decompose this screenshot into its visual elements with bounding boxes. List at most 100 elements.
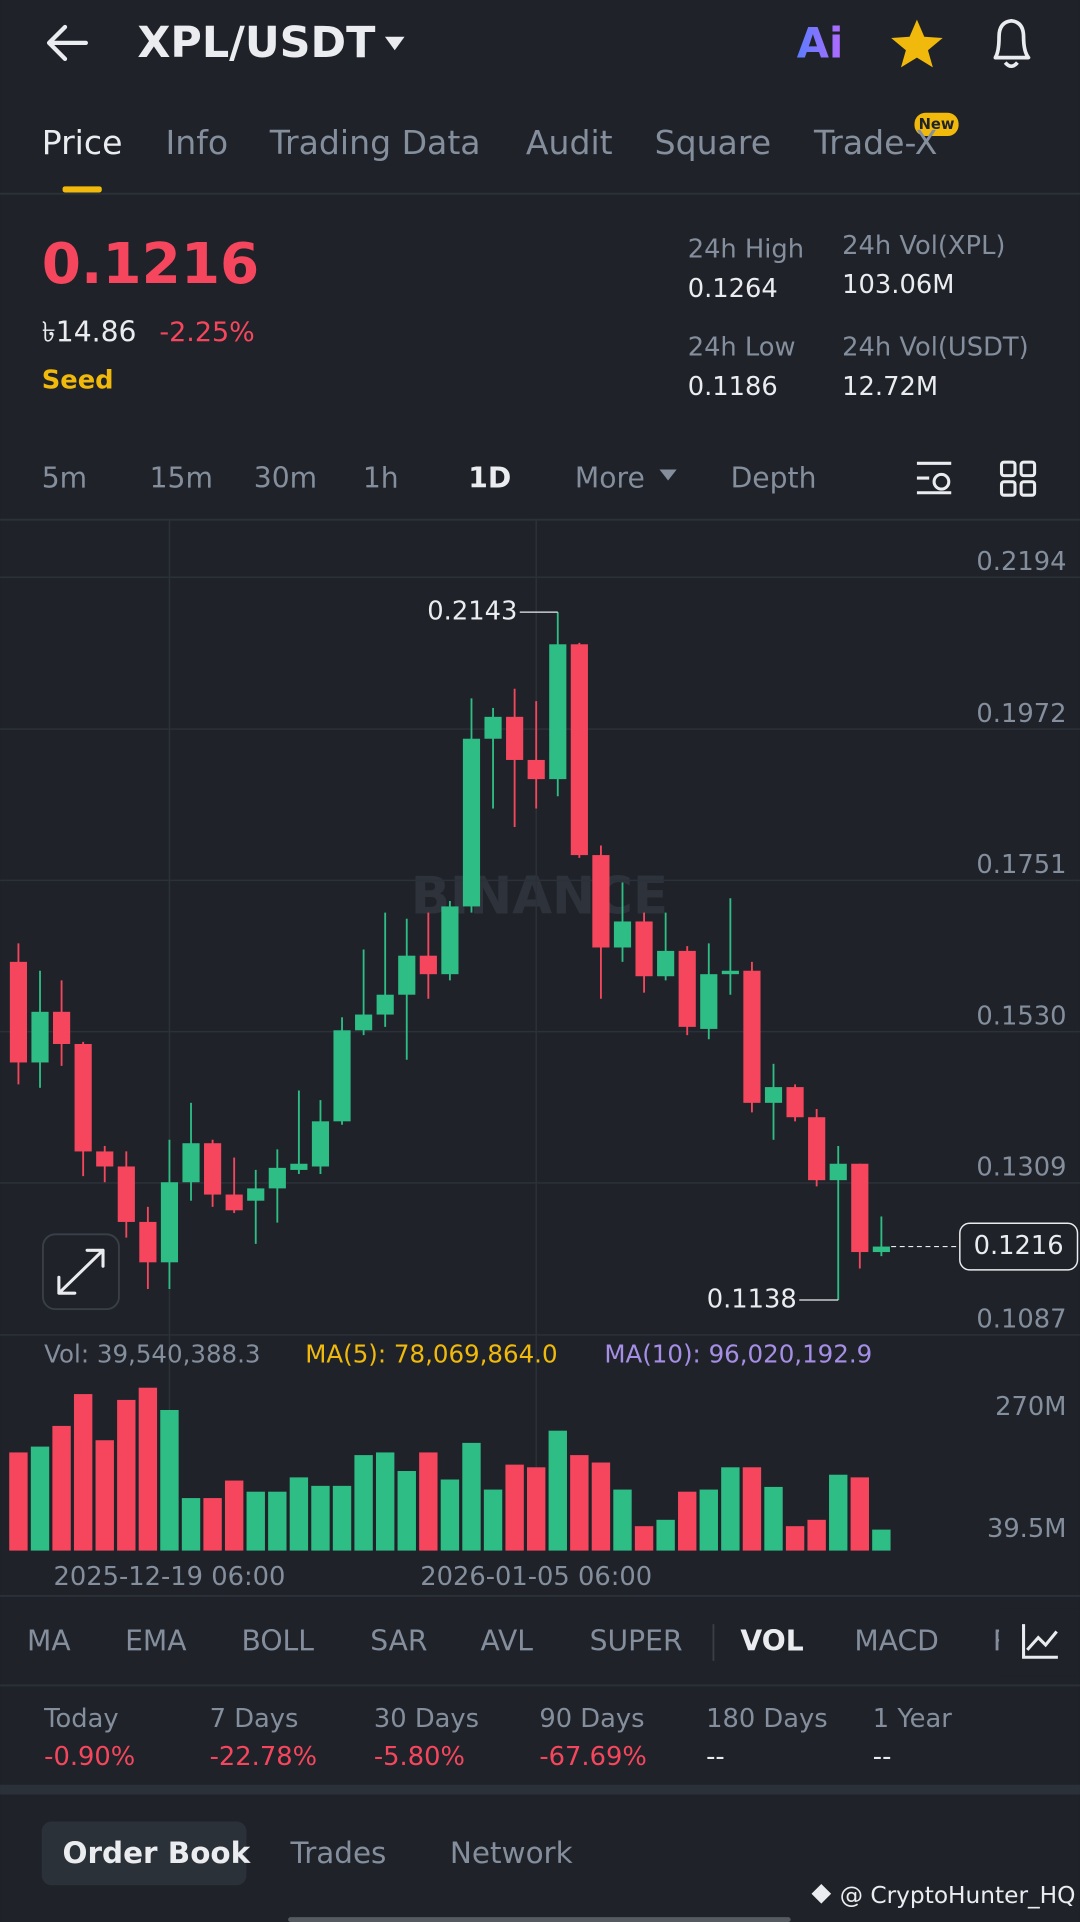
interval[interactable]: 15m <box>150 461 213 494</box>
candle-body <box>376 994 394 1015</box>
volume-bar <box>95 1440 114 1551</box>
candle-body <box>635 921 653 977</box>
stat-value: 103.06M <box>842 270 954 300</box>
home-indicator <box>288 1917 791 1922</box>
volume-bar <box>73 1394 93 1551</box>
chart-settings-icon[interactable] <box>916 461 952 495</box>
volume-bar <box>203 1498 222 1551</box>
volume-bar <box>613 1489 632 1551</box>
stat-value: 0.1186 <box>688 372 778 402</box>
alert-bell[interactable] <box>993 18 1031 69</box>
volume-bar <box>462 1442 481 1551</box>
tab[interactable]: Info <box>166 123 229 162</box>
tab-indicator <box>62 186 102 193</box>
interval[interactable]: More <box>575 461 645 494</box>
more-caret <box>659 469 677 481</box>
indicator[interactable]: EMA <box>125 1625 187 1658</box>
period-label: 30 Days <box>374 1704 479 1734</box>
volume-bar <box>785 1526 805 1551</box>
candle-body <box>570 644 588 856</box>
volume-bar <box>268 1491 287 1551</box>
new-badge: New <box>919 116 955 133</box>
candle-body <box>311 1121 330 1167</box>
interval[interactable]: 1h <box>363 461 399 494</box>
y-tick-label: 0.2194 <box>976 547 1066 577</box>
tab[interactable]: Audit <box>526 123 613 162</box>
tab[interactable]: Trade-X <box>813 123 938 162</box>
ma5-text: MA(5): 78,069,864.0 <box>305 1340 557 1369</box>
volume-bar <box>850 1477 869 1551</box>
indicator[interactable]: SUPER <box>590 1625 683 1658</box>
y-tick-label: 0.1751 <box>976 850 1066 880</box>
x-tick-label: 2026-01-05 06:00 <box>420 1562 652 1592</box>
candle-body <box>117 1166 135 1222</box>
candle-body <box>31 1011 49 1063</box>
tab[interactable]: Price <box>42 123 123 162</box>
indicator[interactable]: MA <box>27 1625 71 1658</box>
candle-body <box>657 950 675 977</box>
ai-button[interactable]: Ai <box>797 19 844 68</box>
volume-bar <box>246 1491 265 1551</box>
back-button[interactable] <box>46 24 88 61</box>
period-value: -- <box>873 1742 892 1772</box>
high-label: 0.2143 <box>427 597 517 627</box>
volume-bar <box>289 1477 309 1551</box>
volume-bar <box>375 1452 395 1551</box>
indicator[interactable]: BOLL <box>242 1625 315 1658</box>
period-value: -5.80% <box>374 1742 465 1772</box>
indicator-settings-icon[interactable] <box>1022 1624 1058 1659</box>
interval[interactable]: 1D <box>468 461 511 494</box>
bottom-tab[interactable]: Network <box>450 1836 573 1870</box>
y-tick-label: 0.1309 <box>976 1153 1066 1183</box>
interval[interactable]: Depth <box>731 461 817 494</box>
stat-value: 0.1264 <box>688 274 778 304</box>
volume-bar <box>419 1452 438 1551</box>
interval[interactable]: 30m <box>254 461 317 494</box>
favorite-star[interactable] <box>891 19 943 68</box>
candle-body <box>419 955 437 975</box>
period-label: 7 Days <box>210 1704 299 1734</box>
volume-bar <box>829 1474 848 1551</box>
tab[interactable]: Square <box>655 123 771 162</box>
candle-body <box>743 970 761 1103</box>
candle-body <box>247 1188 265 1201</box>
tag: Seed <box>42 366 114 396</box>
volume-bar <box>742 1467 762 1551</box>
volume-bar <box>52 1425 71 1551</box>
period-label: 180 Days <box>706 1704 828 1734</box>
stat-label: 24h Vol(USDT) <box>842 333 1029 363</box>
volume-bar <box>332 1485 352 1551</box>
candle-body <box>872 1246 890 1253</box>
candle-body <box>484 716 502 739</box>
indicator[interactable]: MACD <box>854 1625 939 1658</box>
pair-dropdown[interactable] <box>384 36 405 51</box>
layout-icon[interactable] <box>999 460 1037 497</box>
candle-body <box>549 644 567 780</box>
volume-bar <box>807 1519 826 1551</box>
fullscreen-icon <box>57 1248 105 1295</box>
fullscreen-button[interactable] <box>42 1233 120 1311</box>
volume-bar <box>678 1491 697 1551</box>
indicator[interactable]: SAR <box>370 1625 427 1658</box>
bottom-tab[interactable]: Trades <box>290 1836 387 1870</box>
period-label: 1 Year <box>873 1704 952 1734</box>
indicator[interactable]: VOL <box>740 1625 803 1658</box>
y-tick-label: 0.1087 <box>976 1305 1066 1335</box>
period-value: -67.69% <box>539 1742 646 1772</box>
footer-watermark: @ CryptoHunter_HQ <box>840 1882 1076 1909</box>
indicator-fade <box>999 1608 1080 1677</box>
volume-bar <box>634 1526 654 1551</box>
bottom-tab[interactable]: Order Book <box>63 1836 252 1870</box>
candle-body <box>462 738 481 907</box>
candle-body <box>851 1163 869 1253</box>
candle-body <box>225 1194 243 1211</box>
tab[interactable]: Trading Data <box>269 123 481 162</box>
indicator[interactable]: AVL <box>481 1625 534 1658</box>
watermark-logo <box>811 1884 832 1904</box>
last-price: 0.1216 <box>42 232 260 297</box>
candle-body <box>204 1143 222 1195</box>
volume-bar <box>9 1452 28 1551</box>
interval[interactable]: 5m <box>42 461 87 494</box>
